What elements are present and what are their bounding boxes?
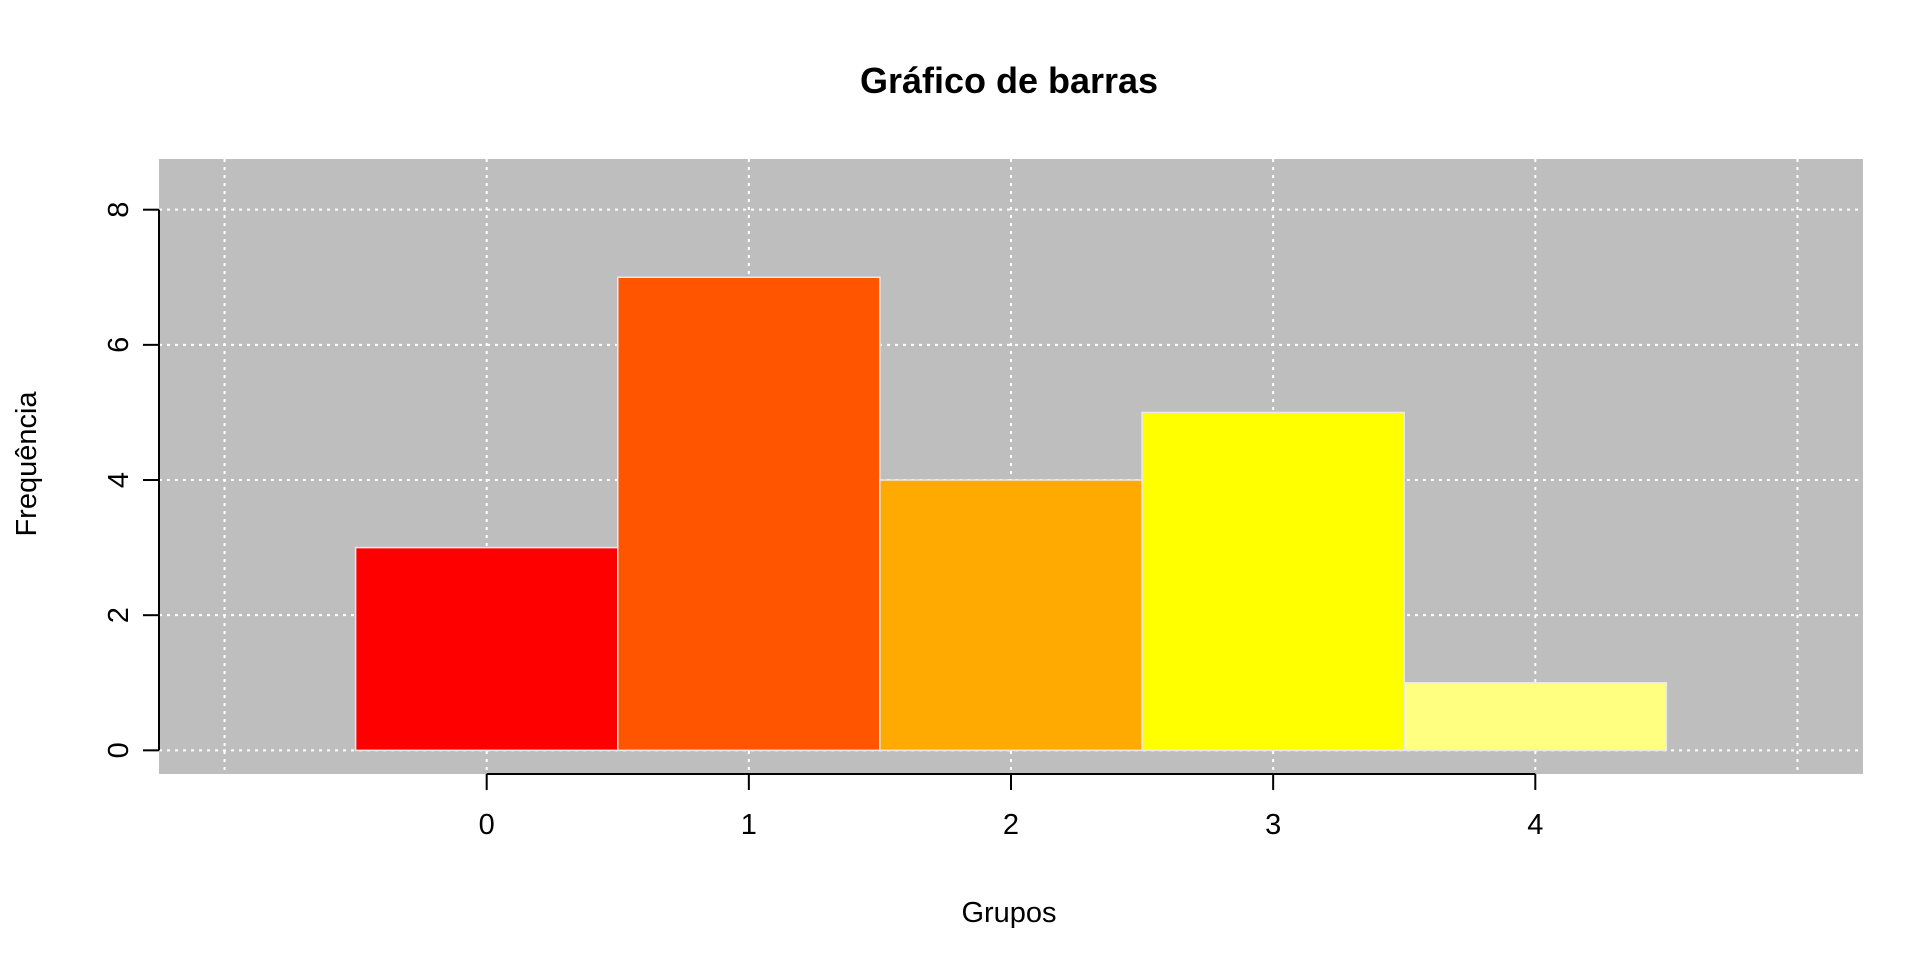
bar-4 — [1403, 682, 1668, 752]
bar-2 — [879, 479, 1143, 752]
x-tick-label: 1 — [741, 809, 757, 841]
bar-0 — [354, 546, 619, 752]
y-tick-label: 6 — [103, 337, 135, 353]
x-tick-label: 4 — [1527, 809, 1543, 841]
bar-3 — [1141, 411, 1405, 752]
bar-1 — [617, 276, 881, 752]
y-axis-title: Frequência — [11, 391, 43, 537]
axes: 0 2 4 6 8 0 1 2 3 4 — [103, 202, 1543, 841]
x-tick-label: 2 — [1003, 809, 1019, 841]
x-tick-label: 0 — [479, 809, 495, 841]
chart-title: Gráfico de barras — [860, 60, 1158, 101]
x-tick-label: 3 — [1265, 809, 1281, 841]
y-tick-label: 4 — [103, 472, 135, 488]
y-tick-label: 8 — [103, 202, 135, 218]
y-tick-label: 2 — [103, 607, 135, 623]
y-tick-label: 0 — [103, 742, 135, 758]
bars — [354, 276, 1668, 752]
x-axis-title: Grupos — [961, 897, 1056, 929]
